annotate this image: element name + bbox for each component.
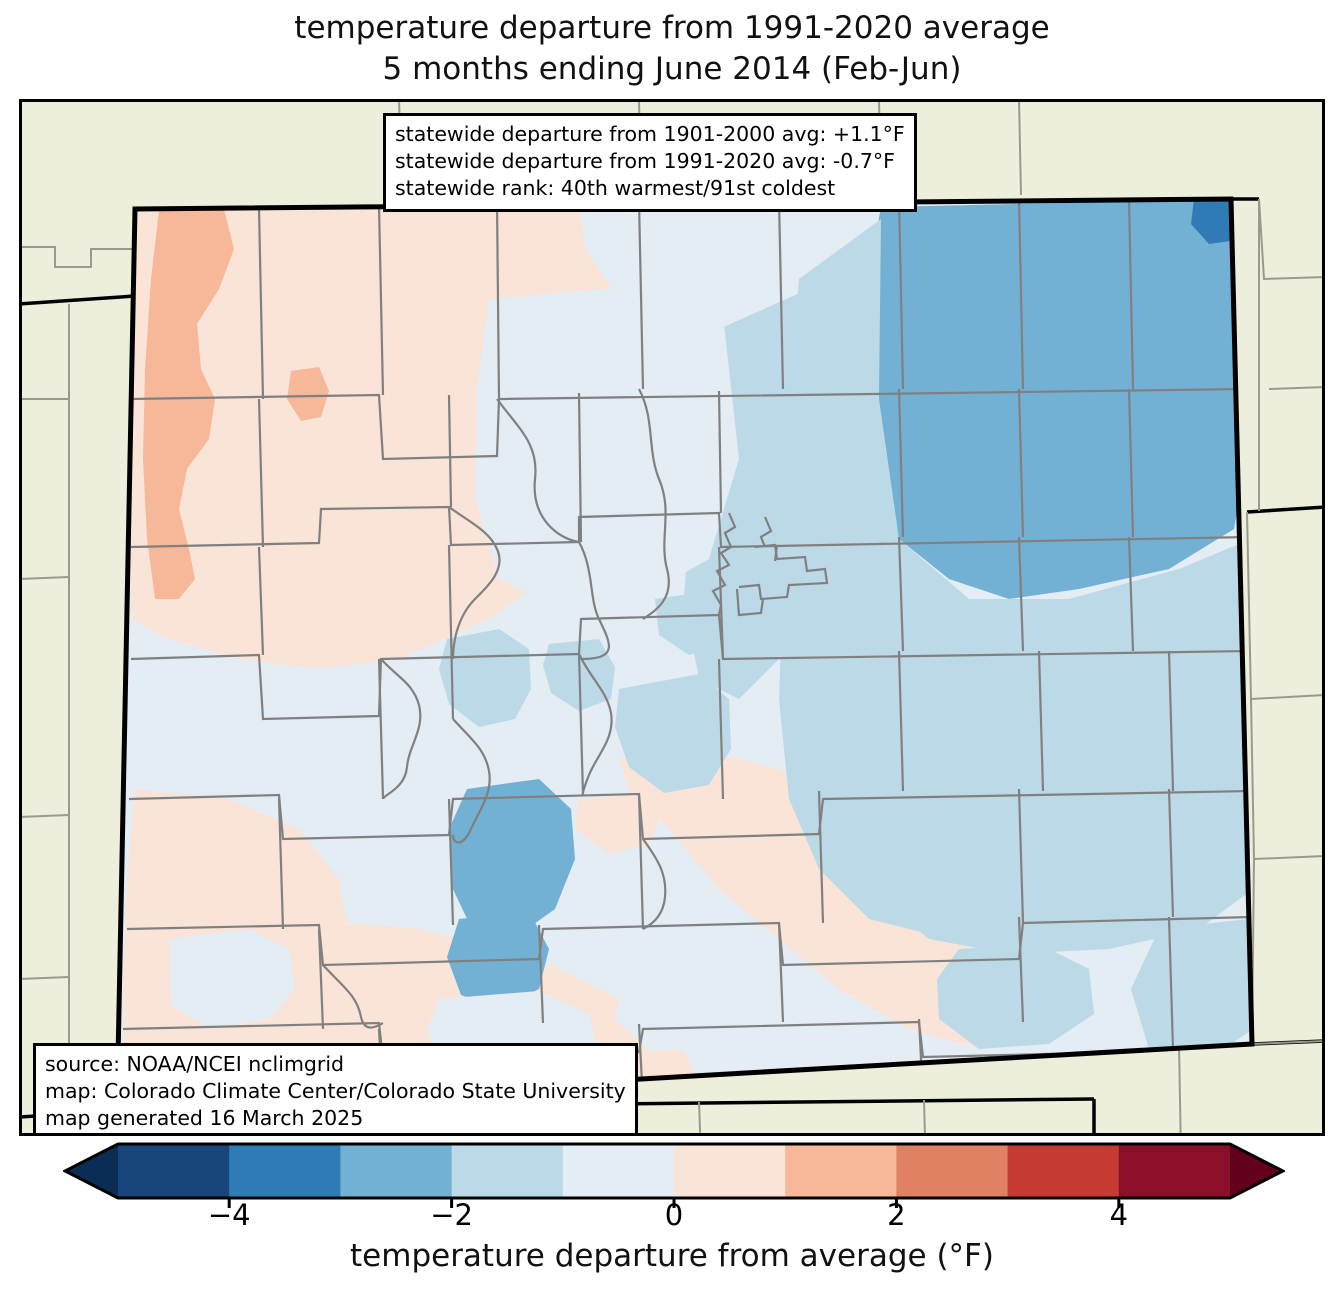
colorbar-under-arrow	[65, 1144, 118, 1198]
band-1-to-2-nw-blob	[287, 367, 329, 421]
colorbar-band-5	[674, 1144, 786, 1198]
band-0-to-1-se-corridor	[619, 749, 1019, 1049]
title-line-2: 5 months ending June 2014 (Feb-Jun)	[382, 51, 962, 87]
map-generated-line: map generated 16 March 2025	[45, 1106, 364, 1130]
colorbar-tick-label-2: 0	[664, 1198, 684, 1232]
colorbar-over-arrow	[1230, 1144, 1283, 1198]
band-neg2-to-neg1-sanjuan	[449, 779, 575, 939]
colorbar-band-3	[451, 1144, 564, 1198]
colorbar-band-9	[1118, 1144, 1231, 1198]
colorbar-band-6	[785, 1144, 897, 1198]
source-line: source: NOAA/NCEI nclimgrid	[45, 1052, 345, 1076]
band-0-to-1-pueblo	[575, 794, 659, 854]
colorbar-band-8	[1007, 1144, 1120, 1198]
colorbar-band-7	[896, 1144, 1009, 1198]
title-line-1: temperature departure from 1991-2020 ave…	[294, 10, 1050, 46]
band-neg2-to-neg1-park	[615, 674, 731, 793]
colorbar-tick-label-4: 4	[1109, 1198, 1129, 1232]
colorbar-tick-label-3: 2	[887, 1198, 906, 1232]
colorado-temperature-departure-map	[22, 102, 1322, 1133]
stats-departure-1901-2000: statewide departure from 1901-2000 avg: …	[395, 122, 905, 146]
colorbar-border	[63, 1142, 1285, 1200]
page-title: temperature departure from 1991-2020 ave…	[0, 8, 1344, 90]
band-neg3-to-neg2-northeast	[859, 199, 1251, 599]
band-neg2-to-neg1-se-lobe	[937, 944, 1094, 1049]
colorbar-tick-label-1: −2	[430, 1198, 473, 1232]
colorbar-axis-label: temperature departure from average (°F)	[350, 1238, 994, 1274]
colorbar-area: −4 −2 0 2 4 temperature departure from avera…	[0, 1142, 1344, 1299]
map-credit-line: map: Colorado Climate Center/Colorado St…	[45, 1079, 626, 1103]
band-neg2-to-neg1-sawatch	[439, 629, 531, 727]
statewide-stats-box: statewide departure from 1901-2000 avg: …	[383, 113, 917, 212]
band-neg1-to-0-north-central	[475, 279, 739, 609]
colorbar-outline	[63, 1142, 1285, 1208]
colorbar-band-1	[229, 1144, 341, 1198]
colorbar-band-0	[118, 1144, 230, 1198]
band-neg2-to-neg1-flattops	[655, 591, 731, 655]
band-neg1-to-0-southwest	[169, 929, 295, 1029]
colorbar: −4 −2 0 2 4	[63, 1142, 1285, 1232]
band-neg2-to-neg1-southeast	[864, 639, 1252, 954]
colorbar-band-4	[562, 1144, 675, 1198]
stats-rank: statewide rank: 40th warmest/91st coldes…	[395, 176, 836, 200]
band-neg2-to-neg1-se-lobe2	[1131, 919, 1252, 1059]
source-credit-box: source: NOAA/NCEI nclimgrid map: Colorad…	[33, 1043, 638, 1133]
stats-departure-1991-2020: statewide departure from 1991-2020 avg: …	[395, 149, 895, 173]
map-frame: statewide departure from 1901-2000 avg: …	[19, 99, 1325, 1136]
band-1-to-2-nw-strip	[143, 209, 234, 599]
colorbar-band-2	[340, 1144, 453, 1198]
band-neg1-to-0-slv	[615, 947, 761, 1051]
colorbar-tick-label-0: −4	[207, 1198, 251, 1232]
colorbar-band-group	[65, 1144, 1283, 1198]
colorbar-swatches	[63, 1142, 1285, 1208]
